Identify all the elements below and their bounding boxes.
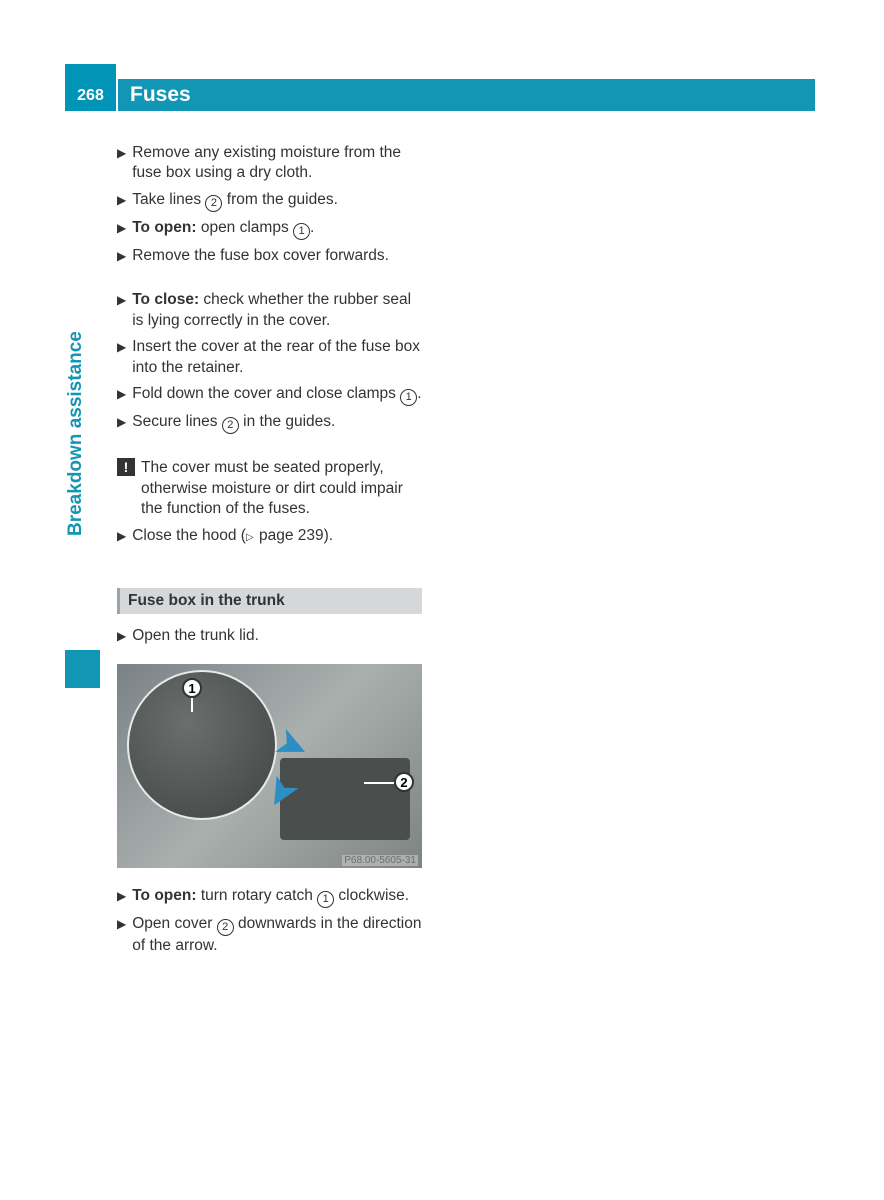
image-detail-inset: [127, 670, 277, 820]
instruction-step: ▶ Open the trunk lid.: [117, 626, 422, 646]
step-marker-icon: ▶: [117, 193, 126, 209]
step-marker-icon: ▶: [117, 415, 126, 431]
step-text: Remove the fuse box cover forwards.: [132, 246, 422, 266]
instruction-step: ▶ Remove any existing moisture from the f…: [117, 143, 422, 184]
step-text: To open: open clamps 1.: [132, 218, 422, 240]
warning-icon: !: [117, 458, 135, 476]
subsection-header: Fuse box in the trunk: [117, 588, 422, 614]
step-text: Secure lines 2 in the guides.: [132, 412, 422, 434]
step-marker-icon: ▶: [117, 387, 126, 403]
step-group-a: ▶ Remove any existing moisture from the f…: [117, 143, 422, 266]
instruction-step: ▶ Remove the fuse box cover forwards.: [117, 246, 422, 266]
step-marker-icon: ▶: [117, 293, 126, 309]
triangle-icon: ▷: [246, 532, 254, 543]
instruction-step: ▶ To open: turn rotary catch 1 clockwise.: [117, 886, 422, 908]
step-marker-icon: ▶: [117, 249, 126, 265]
bold-text: To close:: [132, 291, 199, 308]
step-marker-icon: ▶: [117, 917, 126, 933]
step-group-b: ▶ To close: check whether the rubber seal…: [117, 290, 422, 434]
circled-callout: 2: [222, 417, 239, 434]
circled-callout: 1: [293, 223, 310, 240]
note-text: The cover must be seated properly, other…: [141, 458, 422, 519]
step-group-d: ▶ Open the trunk lid.: [117, 626, 422, 646]
step-marker-icon: ▶: [117, 629, 126, 645]
callout-number-2: 2: [394, 772, 414, 792]
step-marker-icon: ▶: [117, 221, 126, 237]
step-group-c: ▶ Close the hood (▷ page 239).: [117, 526, 422, 546]
step-marker-icon: ▶: [117, 889, 126, 905]
circled-callout: 2: [217, 919, 234, 936]
header-title-box: Fuses: [116, 79, 815, 111]
step-text: Close the hood (▷ page 239).: [132, 526, 422, 546]
content-column: ▶ Remove any existing moisture from the f…: [117, 143, 422, 963]
image-reference-code: P68.00-5605-31: [342, 855, 418, 866]
circled-callout: 1: [400, 389, 417, 406]
step-marker-icon: ▶: [117, 146, 126, 162]
bold-text: To open:: [132, 219, 196, 236]
important-note: ! The cover must be seated properly, oth…: [117, 458, 422, 519]
subsection-bar: Fuse box in the trunk: [117, 588, 422, 614]
trunk-fusebox-image: 1 ➤ ➤ 2 P68.00-5605-31: [117, 664, 422, 868]
instruction-step: ▶ Insert the cover at the rear of the fus…: [117, 337, 422, 378]
step-text: Take lines 2 from the guides.: [132, 190, 422, 212]
sidebar-tab: [65, 650, 100, 688]
step-text: Open cover 2 downwards in the direction …: [132, 914, 422, 956]
instruction-step: ▶ Fold down the cover and close clamps 1.: [117, 384, 422, 406]
subsection-title: Fuse box in the trunk: [128, 592, 285, 610]
step-text: Fold down the cover and close clamps 1.: [132, 384, 422, 406]
instruction-step: ▶ Secure lines 2 in the guides.: [117, 412, 422, 434]
header-bar: 268 Fuses: [65, 64, 815, 111]
instruction-step: ▶ Close the hood (▷ page 239).: [117, 526, 422, 546]
step-text: To close: check whether the rubber seal …: [132, 290, 422, 331]
page-number-box: 268: [65, 64, 116, 111]
step-text: Open the trunk lid.: [132, 626, 422, 646]
page-number: 268: [77, 87, 104, 105]
circled-callout: 2: [205, 195, 222, 212]
callout-line-2: [364, 782, 394, 784]
step-marker-icon: ▶: [117, 340, 126, 356]
step-text: Insert the cover at the rear of the fuse…: [132, 337, 422, 378]
manual-page: 268 Fuses Breakdown assistance ▶ Remove a…: [0, 0, 884, 1200]
step-marker-icon: ▶: [117, 529, 126, 545]
instruction-step: ▶ Take lines 2 from the guides.: [117, 190, 422, 212]
step-group-e: ▶ To open: turn rotary catch 1 clockwise.…: [117, 886, 422, 956]
bold-text: To open:: [132, 887, 196, 904]
instruction-step: ▶ To close: check whether the rubber seal…: [117, 290, 422, 331]
instruction-step: ▶ To open: open clamps 1.: [117, 218, 422, 240]
instruction-step: ▶ Open cover 2 downwards in the direction…: [117, 914, 422, 956]
circled-callout: 1: [317, 891, 334, 908]
step-text: Remove any existing moisture from the fu…: [132, 143, 422, 184]
header-title: Fuses: [130, 83, 191, 107]
step-text: To open: turn rotary catch 1 clockwise.: [132, 886, 422, 908]
sidebar-section-label: Breakdown assistance: [65, 331, 87, 536]
